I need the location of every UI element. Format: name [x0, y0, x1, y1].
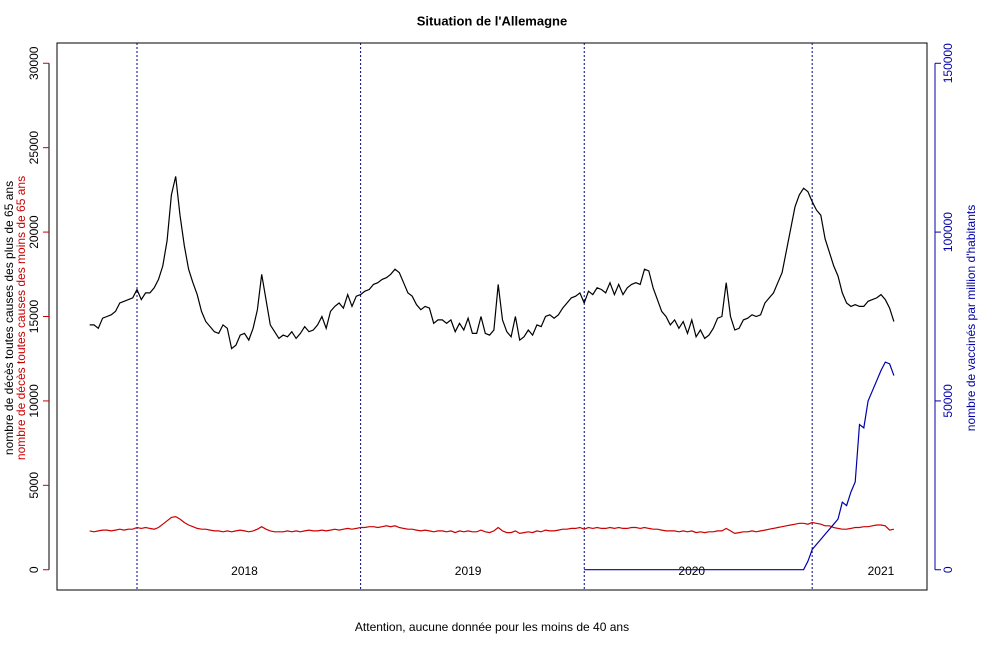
y2-axis-title: nombre de vaccinés par million d'habitan…: [964, 205, 978, 431]
y2-tick-label: 50000: [941, 384, 955, 418]
y-tick-label: 10000: [27, 384, 41, 418]
y-axis-title: nombre de décès toutes causes des moins …: [14, 176, 28, 460]
y2-tick-label: 100000: [941, 212, 955, 252]
y2-tick-label: 150000: [941, 43, 955, 83]
y-tick-label: 30000: [27, 46, 41, 80]
year-label: 2021: [868, 564, 895, 578]
note: Attention, aucune donnée pour les moins …: [355, 620, 629, 634]
y-tick-label: 0: [27, 566, 41, 573]
y2-tick-label: 0: [941, 566, 955, 573]
y-tick-label: 25000: [27, 131, 41, 165]
year-label: 2018: [231, 564, 258, 578]
year-label: 2020: [678, 564, 705, 578]
chart-title: Situation de l'Allemagne: [417, 13, 567, 28]
plot-box: [56, 42, 928, 591]
y-tick-label: 15000: [27, 299, 41, 333]
series-line: [89, 176, 895, 350]
series-line: [584, 361, 895, 571]
y-tick-label: 5000: [27, 472, 41, 499]
year-label: 2019: [455, 564, 482, 578]
series-line: [89, 515, 895, 535]
y-axis-title: nombre de décès toutes causes des plus d…: [2, 181, 16, 455]
y-tick-label: 20000: [27, 215, 41, 249]
